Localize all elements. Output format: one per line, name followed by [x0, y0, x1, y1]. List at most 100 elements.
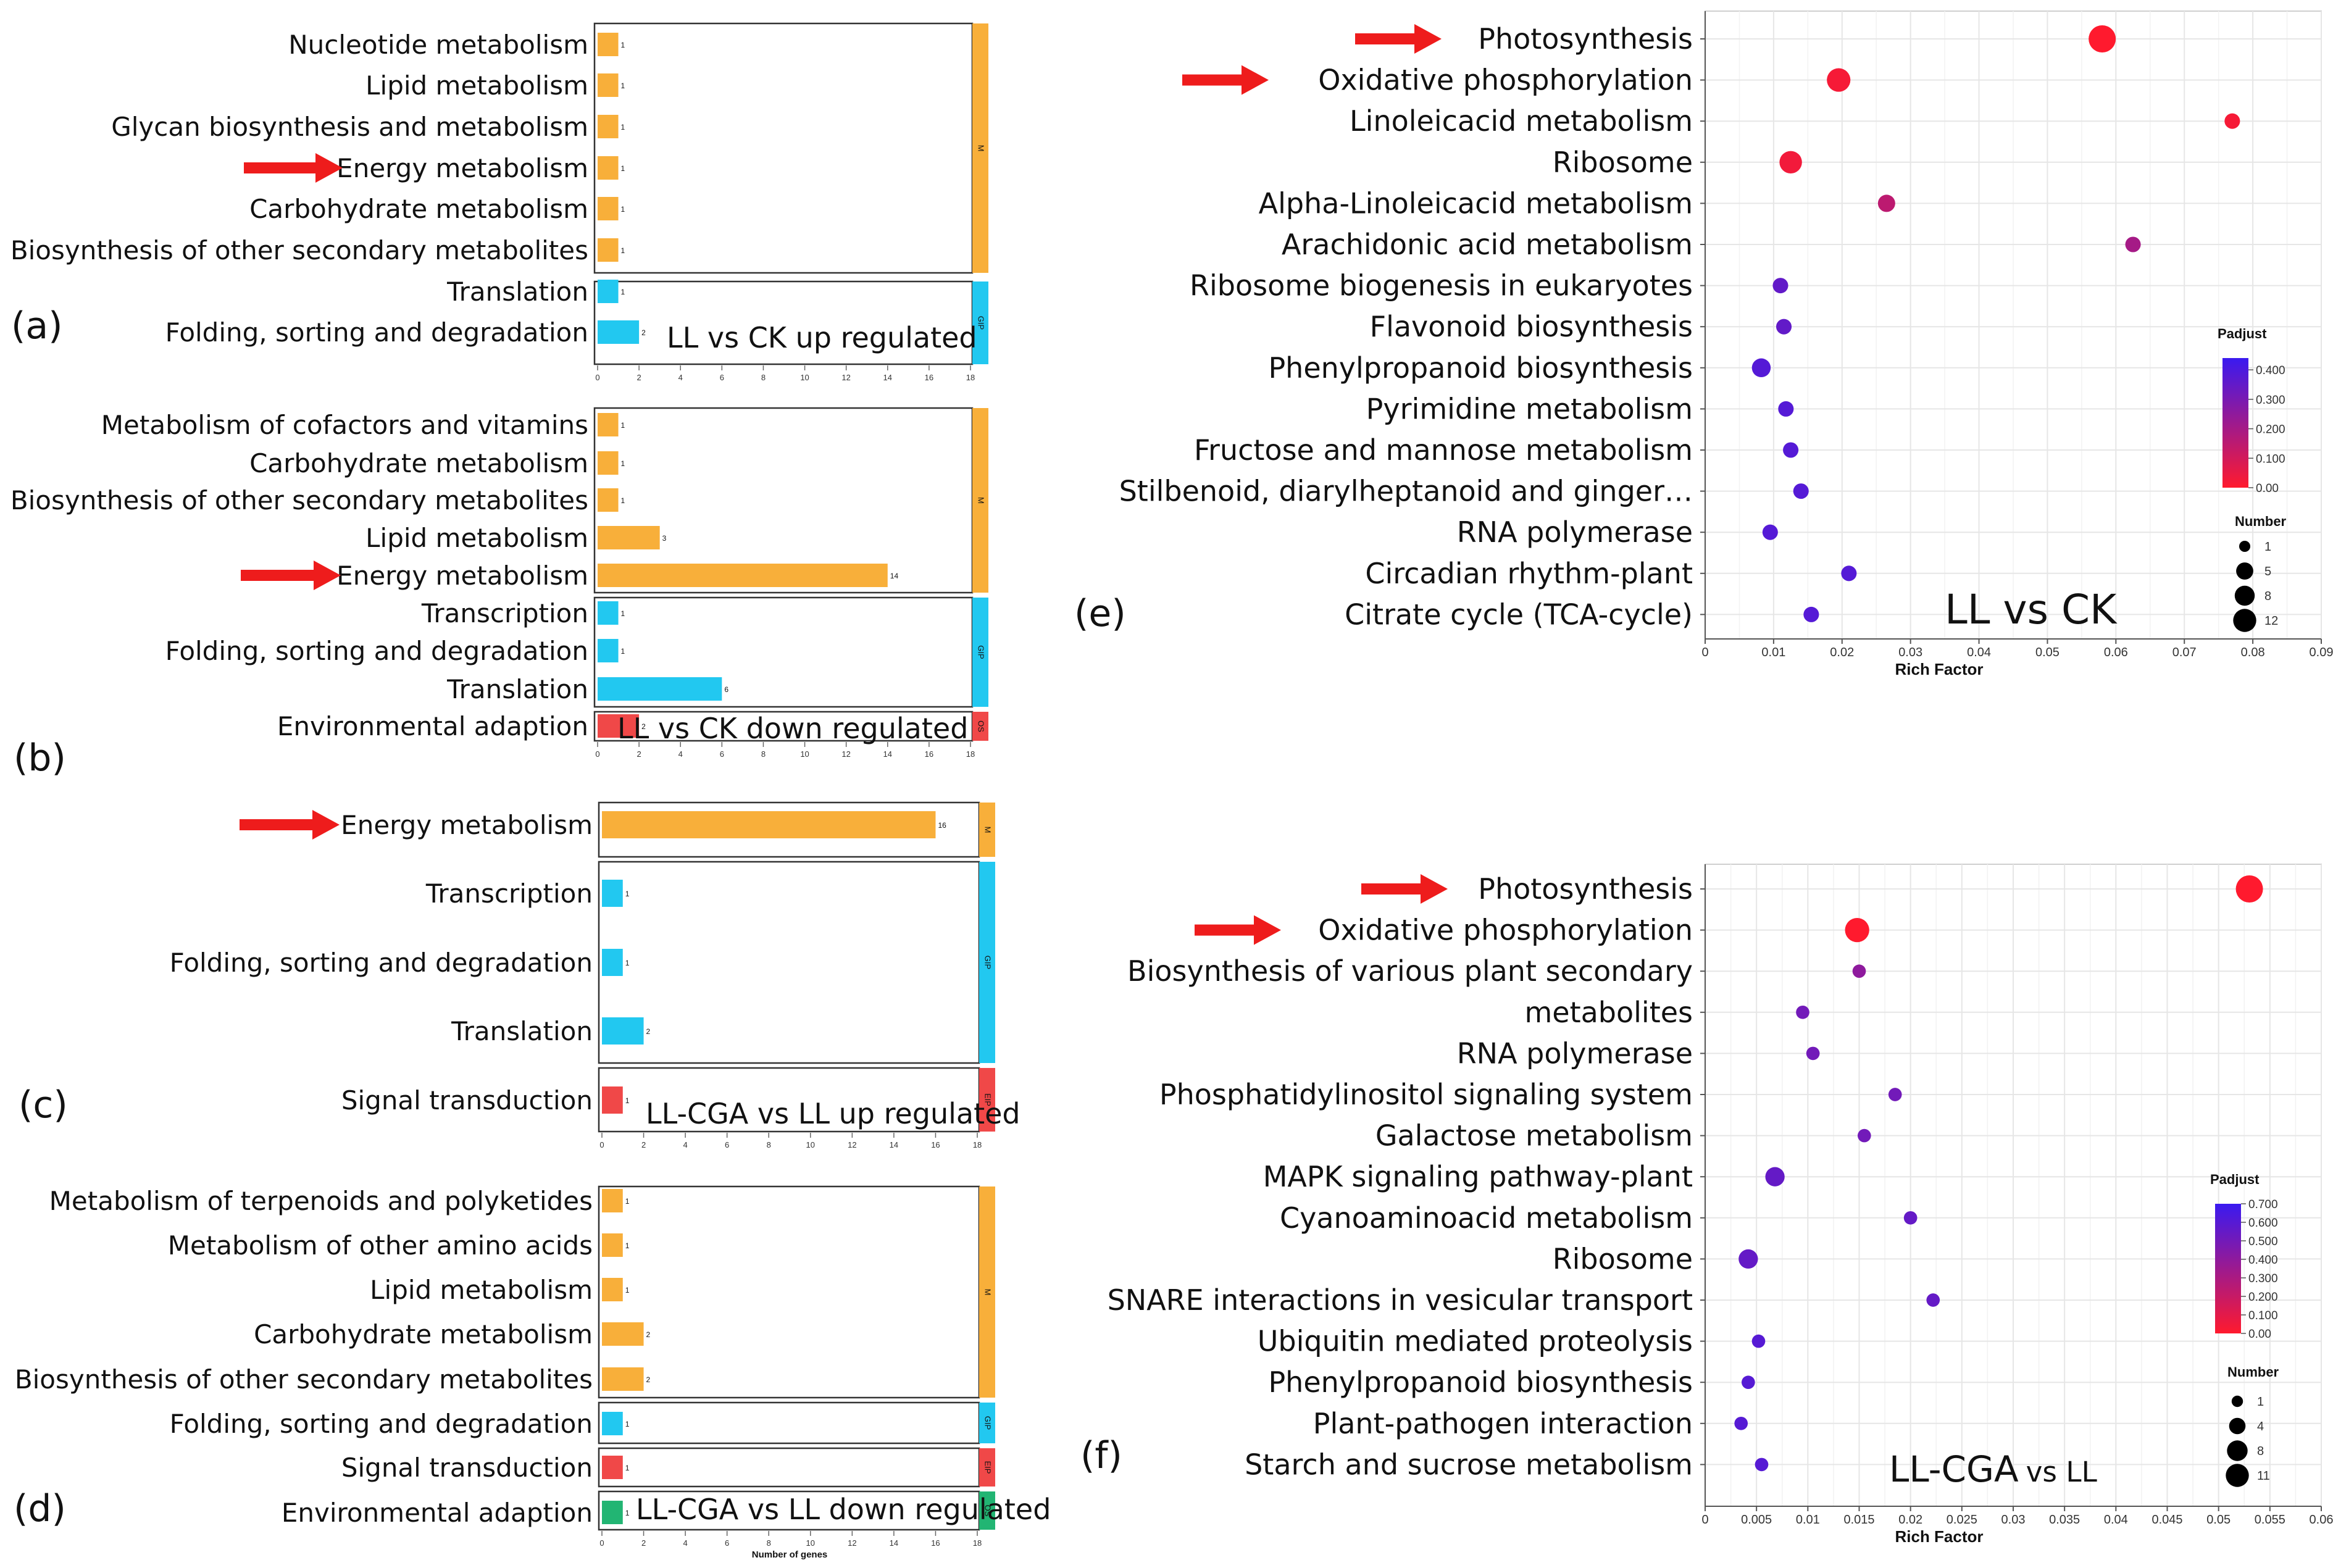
- bar: [598, 526, 660, 549]
- bar: [598, 601, 619, 625]
- colorbar-tick-label: 0.00: [2248, 1328, 2271, 1341]
- group-code-label: M: [977, 497, 986, 504]
- category-label: Biosynthesis of other secondary metaboli…: [10, 235, 588, 265]
- x-tick-label: 0.025: [1947, 1513, 1977, 1527]
- red-arrow-head: [315, 153, 343, 183]
- x-tick-label: 0.04: [2104, 1513, 2128, 1527]
- x-tick-label: 12: [848, 1538, 856, 1548]
- bar: [602, 1322, 644, 1346]
- bubble: [1888, 1088, 1902, 1101]
- x-tick-label: 16: [925, 749, 933, 759]
- bar-panel-a: M 1 Nucleotide metabolism 1 Lipid metabolism…: [10, 22, 988, 382]
- bubble: [1796, 1005, 1809, 1019]
- group-code-label: M: [977, 145, 986, 152]
- colorbar-tick-label: 0.400: [2256, 364, 2285, 377]
- x-tick-label: 0.045: [2151, 1513, 2182, 1527]
- bubble: [1877, 194, 1895, 212]
- bar: [602, 1412, 623, 1435]
- x-tick-label: 0.035: [2049, 1513, 2080, 1527]
- bar: [602, 949, 623, 976]
- legend-padjust-title: Padjust: [2218, 326, 2267, 341]
- red-arrow-shaft: [241, 570, 316, 581]
- bar-value-label: 3: [662, 534, 667, 543]
- x-tick-label: 0.05: [2206, 1513, 2231, 1527]
- red-arrow-head: [1242, 65, 1269, 95]
- x-tick-label: 16: [925, 373, 933, 382]
- x-tick-label: 4: [678, 373, 683, 382]
- panel-title: LL-CGA vs LL down regulated: [636, 1493, 1051, 1526]
- legend-size-dot: [2231, 1395, 2243, 1407]
- colorbar-tick-label: 0.200: [2256, 423, 2285, 436]
- legend-size-dot: [2236, 562, 2253, 580]
- bar: [598, 320, 640, 344]
- x-tick-label: 12: [841, 749, 850, 759]
- x-tick-label: 0.06: [2310, 1513, 2333, 1527]
- category-label: Plant-pathogen interaction: [1313, 1407, 1693, 1440]
- legend-size-dot: [2233, 609, 2256, 632]
- x-tick-label: 14: [890, 1538, 898, 1548]
- x-tick-label: 12: [841, 373, 850, 382]
- bar-value-label: 1: [625, 1241, 630, 1250]
- legend-number-title: Number: [2227, 1364, 2279, 1380]
- padjust-colorbar: [2222, 358, 2248, 488]
- group-box-gip: [598, 1401, 980, 1445]
- x-tick-label: 18: [973, 1538, 982, 1548]
- bubble: [1776, 319, 1792, 335]
- x-tick-label: 2: [636, 749, 641, 759]
- bar: [602, 1189, 623, 1212]
- legend-size-label: 5: [2264, 565, 2271, 578]
- group-strip-os: [972, 712, 988, 741]
- colorbar-tick-label: 0.300: [2248, 1272, 2278, 1285]
- colorbar-tick-label: 0.300: [2256, 394, 2285, 407]
- padjust-colorbar: [2215, 1204, 2241, 1333]
- colorbar-tick-label: 0.100: [2256, 452, 2285, 465]
- red-arrow-head: [1421, 874, 1448, 904]
- category-label: Environmental adaption: [277, 711, 588, 741]
- bar-value-label: 1: [621, 421, 625, 430]
- bar-value-label: 2: [646, 1027, 651, 1036]
- legend-size-dot: [2226, 1464, 2249, 1487]
- category-label: Pyrimidine metabolism: [1366, 392, 1693, 425]
- x-tick-label: 0.09: [2310, 646, 2333, 659]
- bar: [598, 115, 619, 138]
- category-label: Photosynthesis: [1478, 22, 1693, 56]
- x-tick-label: 18: [966, 749, 975, 759]
- bubble: [1772, 278, 1788, 294]
- x-axis-title: Rich Factor: [1895, 1527, 1983, 1546]
- bar: [598, 238, 619, 262]
- category-label: Carbohydrate metabolism: [254, 1319, 593, 1349]
- category-label: Translation: [446, 674, 588, 704]
- category-label: Energy metabolism: [341, 810, 593, 840]
- bar-panel-b: M 1 Metabolism of cofactors and vitamins 1 C…: [10, 407, 988, 780]
- bar: [598, 280, 619, 303]
- x-tick-label: 18: [973, 1140, 982, 1149]
- category-label: Metabolism of terpenoids and polyketides: [49, 1186, 593, 1216]
- x-tick-label: 16: [931, 1538, 940, 1548]
- bubble: [1765, 1167, 1785, 1186]
- x-tick-label: 18: [966, 373, 975, 382]
- legend-size-label: 1: [2257, 1395, 2264, 1409]
- panel-label: (e): [1074, 592, 1126, 635]
- category-label: Linoleicacid metabolism: [1350, 104, 1693, 138]
- bar-value-label: 1: [625, 1286, 630, 1295]
- bar: [598, 677, 722, 701]
- category-label: Nucleotide metabolism: [288, 30, 588, 60]
- panel-title: LL vs CK: [1945, 586, 2118, 633]
- x-tick-label: 0.05: [2035, 646, 2060, 659]
- bar-value-label: 1: [621, 496, 625, 505]
- bar-value-label: 1: [621, 459, 625, 468]
- group-strip-eip: [979, 1068, 995, 1132]
- group-strip-m: [972, 23, 988, 273]
- group-box-gip: [598, 861, 980, 1064]
- bar-value-label: 1: [625, 1509, 630, 1517]
- category-label: Translation: [451, 1016, 593, 1046]
- bubble: [2125, 236, 2141, 252]
- category-label: Oxidative phosphorylation: [1318, 64, 1693, 97]
- bar-value-label: 1: [621, 609, 625, 618]
- group-box-m: [598, 1185, 980, 1399]
- bar: [598, 564, 888, 587]
- x-tick-label: 2: [641, 1140, 646, 1149]
- category-label: Ribosome biogenesis in eukaryotes: [1190, 269, 1693, 302]
- bubble: [2089, 25, 2116, 52]
- x-tick-label: 2: [636, 373, 641, 382]
